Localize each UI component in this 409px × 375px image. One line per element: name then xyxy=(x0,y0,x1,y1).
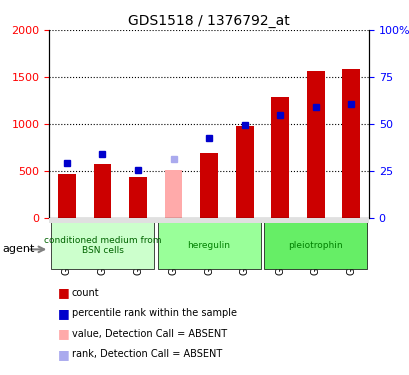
Bar xyxy=(93,164,111,218)
FancyBboxPatch shape xyxy=(263,222,366,269)
Text: count: count xyxy=(72,288,99,297)
Text: conditioned medium from
BSN cells: conditioned medium from BSN cells xyxy=(44,236,161,255)
Bar xyxy=(235,126,253,218)
Text: heregulin: heregulin xyxy=(187,241,230,250)
Bar xyxy=(306,71,324,217)
FancyBboxPatch shape xyxy=(157,222,260,269)
Text: ■: ■ xyxy=(57,286,69,299)
Bar xyxy=(342,69,359,218)
Bar xyxy=(58,174,76,217)
Text: ■: ■ xyxy=(57,307,69,320)
Title: GDS1518 / 1376792_at: GDS1518 / 1376792_at xyxy=(128,13,289,28)
Bar xyxy=(200,153,218,218)
Text: agent: agent xyxy=(2,244,34,254)
Bar xyxy=(129,177,146,218)
Bar xyxy=(271,97,288,218)
Text: percentile rank within the sample: percentile rank within the sample xyxy=(72,308,236,318)
Text: ■: ■ xyxy=(57,348,69,361)
Text: value, Detection Call = ABSENT: value, Detection Call = ABSENT xyxy=(72,329,226,339)
Text: ■: ■ xyxy=(57,327,69,340)
Text: rank, Detection Call = ABSENT: rank, Detection Call = ABSENT xyxy=(72,350,221,359)
Text: pleiotrophin: pleiotrophin xyxy=(288,241,342,250)
Bar xyxy=(164,170,182,217)
FancyBboxPatch shape xyxy=(51,222,154,269)
